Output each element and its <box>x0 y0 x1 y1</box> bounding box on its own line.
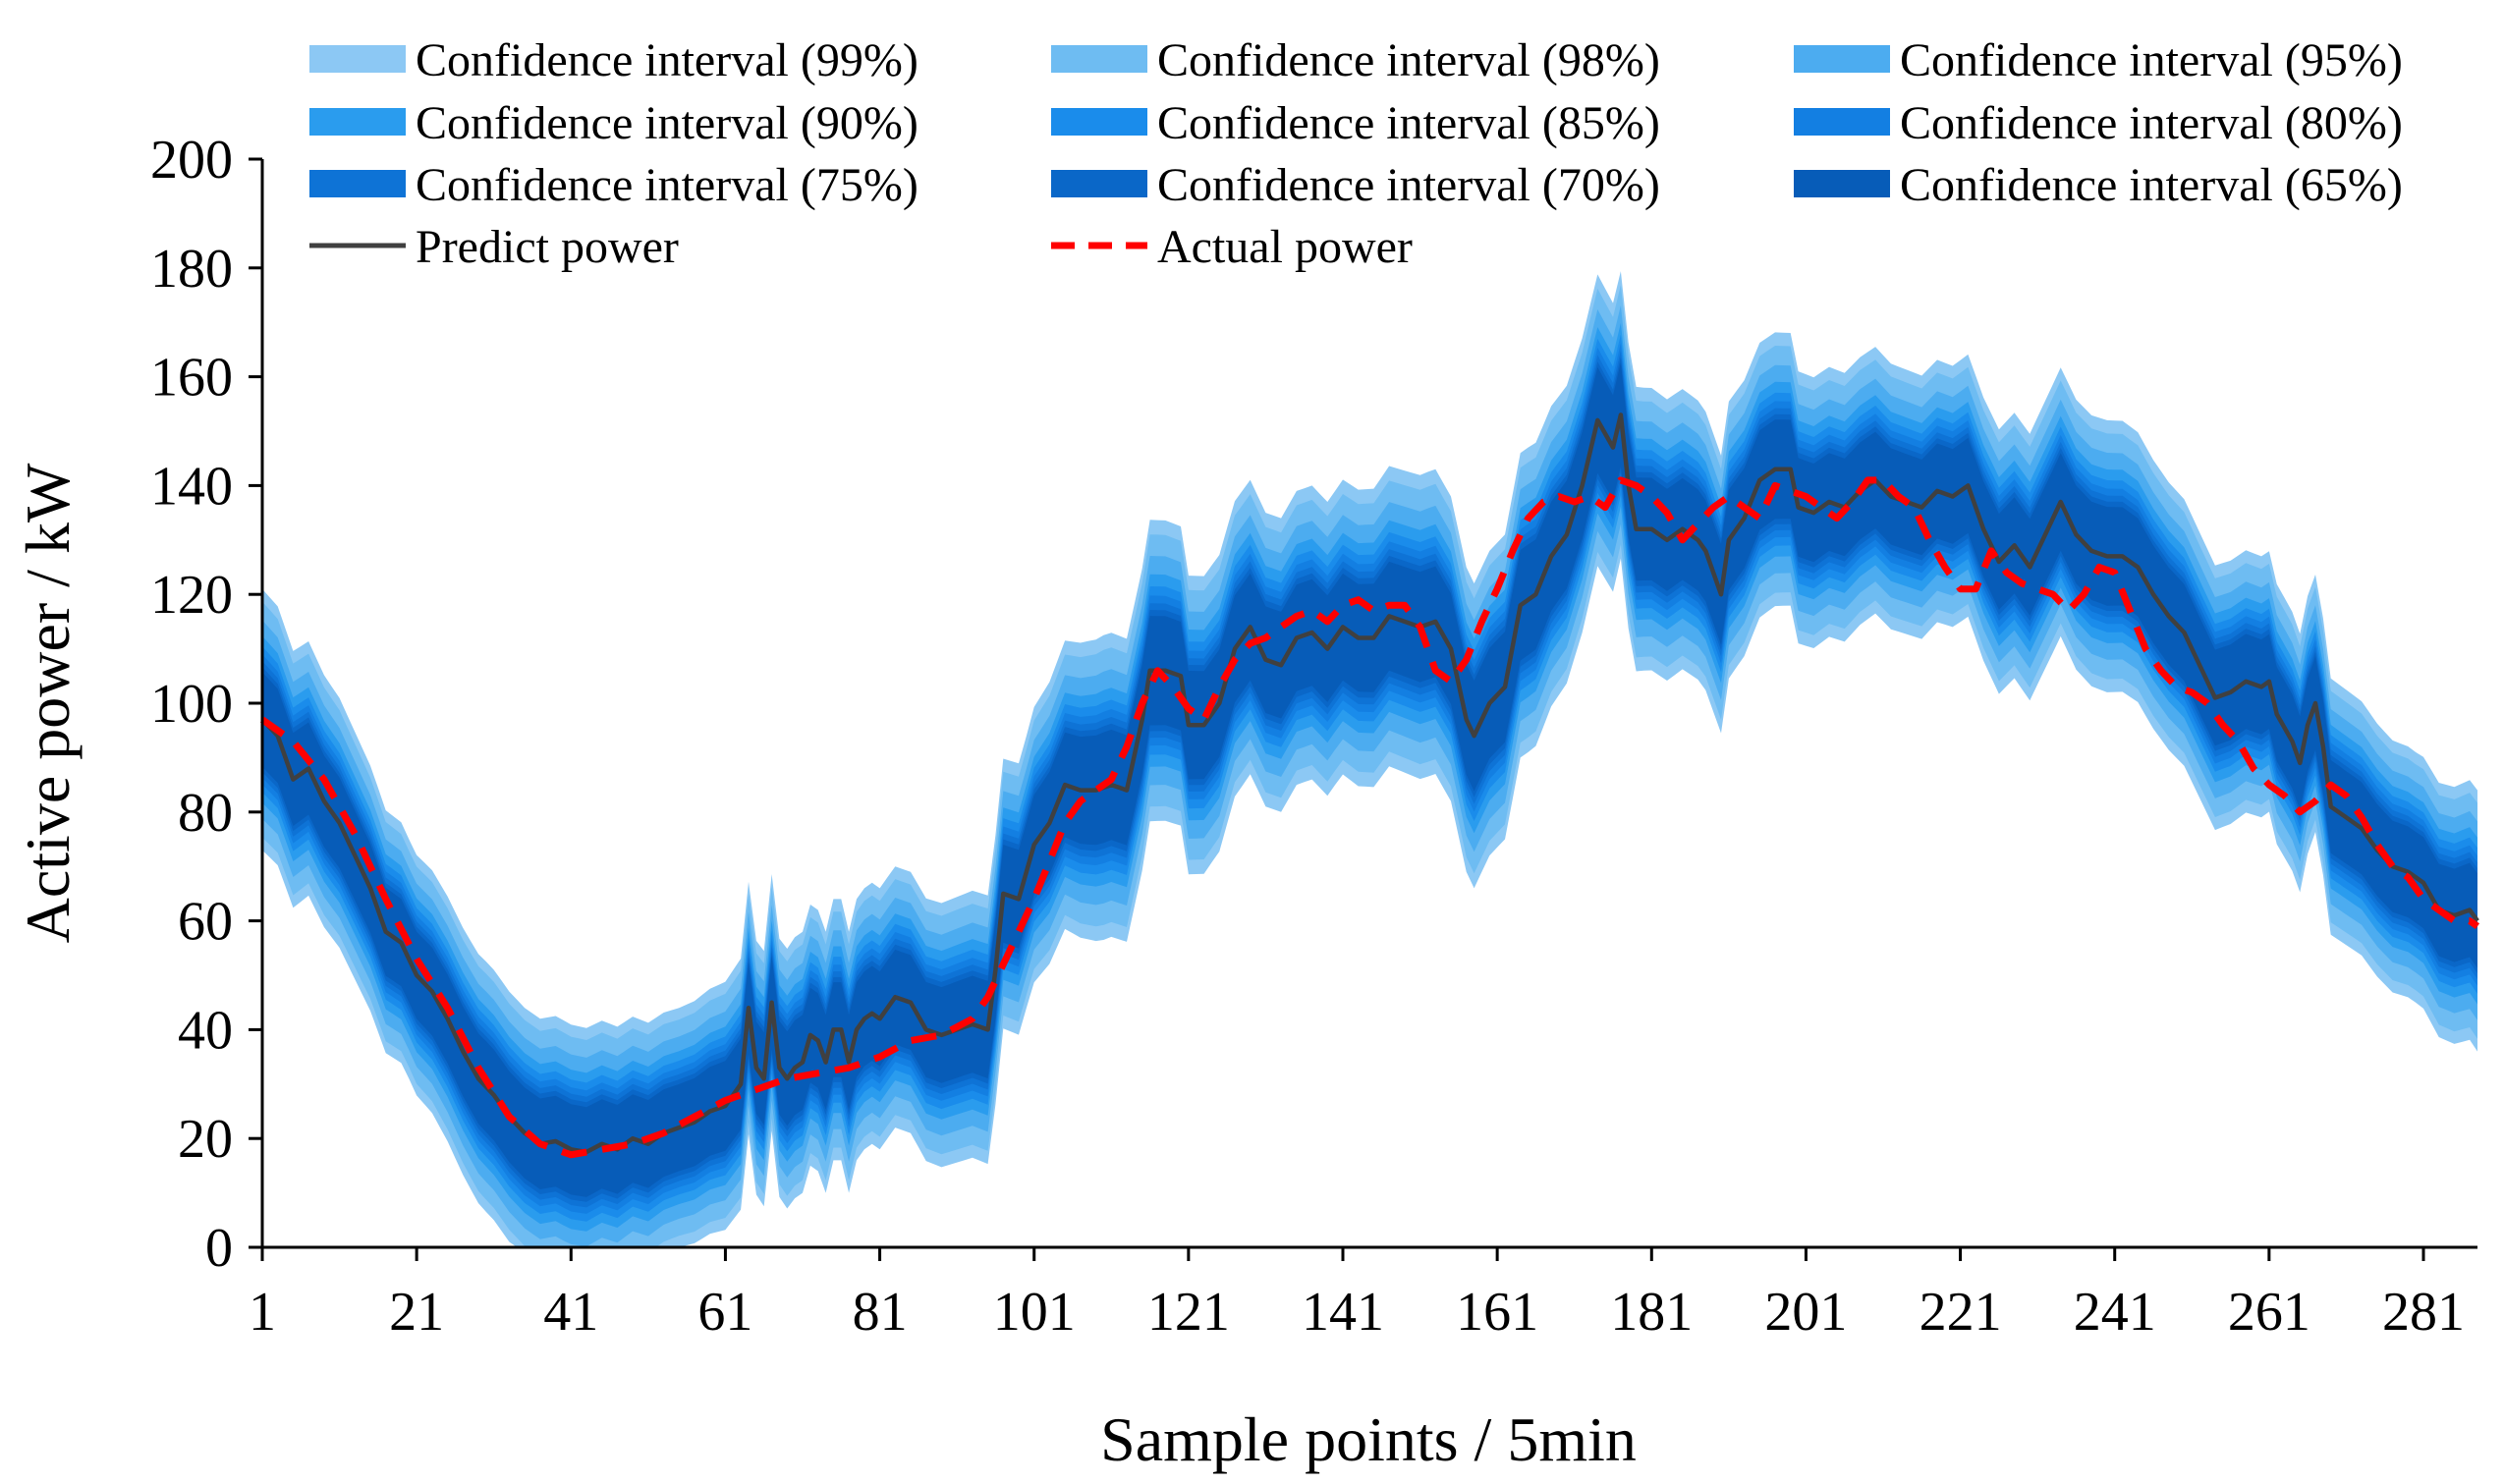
legend-label: Confidence interval (98%) <box>1157 34 1660 86</box>
actual-power-line <box>259 476 2479 1159</box>
x-tick-label: 161 <box>1456 1282 1538 1343</box>
y-tick-label: 0 <box>205 1218 233 1279</box>
confidence-band-65 <box>262 362 2477 1197</box>
x-tick-label: 241 <box>2074 1282 2156 1343</box>
legend-label: Confidence interval (95%) <box>1900 34 2403 86</box>
y-axis-title: Active power / kW <box>13 463 83 943</box>
legend-label: Confidence interval (70%) <box>1157 159 1660 211</box>
legend-swatch <box>1051 170 1147 197</box>
x-tick-label: 261 <box>2228 1282 2310 1343</box>
legend-swatch <box>309 108 406 136</box>
y-tick-label: 80 <box>178 783 233 844</box>
x-tick-label: 61 <box>697 1282 752 1343</box>
y-tick-label: 200 <box>150 130 233 191</box>
legend-item: Confidence interval (98%) <box>1051 34 1660 86</box>
legend-item: Confidence interval (70%) <box>1051 159 1660 211</box>
legend-item: Confidence interval (65%) <box>1794 159 2403 211</box>
legend-label: Confidence interval (75%) <box>416 159 918 211</box>
legend-item: Confidence interval (99%) <box>309 34 918 86</box>
legend-item: Confidence interval (80%) <box>1794 97 2403 149</box>
x-tick-label: 221 <box>1920 1282 2002 1343</box>
legend-item: Confidence interval (85%) <box>1051 97 1660 149</box>
x-tick-label: 121 <box>1147 1282 1230 1343</box>
legend-item: Predict power <box>309 221 679 273</box>
x-tick-label: 81 <box>853 1282 908 1343</box>
y-tick-label: 180 <box>150 239 233 300</box>
x-tick-label: 141 <box>1302 1282 1384 1343</box>
y-tick-label: 100 <box>150 674 233 735</box>
legend-swatch <box>1794 108 1890 136</box>
legend-label: Confidence interval (65%) <box>1900 159 2403 211</box>
legend-swatch <box>1051 108 1147 136</box>
legend-swatch <box>1794 45 1890 73</box>
legend-item: Confidence interval (95%) <box>1794 34 2403 86</box>
legend-label: Confidence interval (85%) <box>1157 97 1660 149</box>
legend-label: Confidence interval (99%) <box>416 34 918 86</box>
y-tick-label: 140 <box>150 456 233 517</box>
legend-label: Actual power <box>1157 221 1413 273</box>
y-tick-label: 160 <box>150 348 233 409</box>
y-tick-label: 20 <box>178 1109 233 1170</box>
legend-item: Confidence interval (75%) <box>309 159 918 211</box>
legend-label: Confidence interval (80%) <box>1900 97 2403 149</box>
y-tick-label: 120 <box>150 565 233 626</box>
series-lines <box>259 412 2479 1159</box>
legend: Confidence interval (99%) Confidence inte… <box>309 34 2403 273</box>
x-tick-label: 281 <box>2382 1282 2465 1343</box>
legend-item: Actual power <box>1051 221 1413 273</box>
x-tick-label: 1 <box>249 1282 276 1343</box>
legend-label: Confidence interval (90%) <box>416 97 918 149</box>
y-axis-ticks: 0 20 40 60 80 100 120 140 160 180 200 <box>150 130 262 1279</box>
legend-label: Predict power <box>416 221 679 273</box>
legend-swatch <box>309 45 406 73</box>
x-tick-label: 41 <box>543 1282 598 1343</box>
legend-swatch <box>1051 45 1147 73</box>
x-tick-label: 101 <box>993 1282 1076 1343</box>
x-axis-ticks: 1 21 41 61 81 101 121 141 161 181 201 221 241 261 281 <box>249 1247 2465 1343</box>
legend-swatch <box>309 170 406 197</box>
y-tick-label: 40 <box>178 1000 233 1061</box>
legend-swatch <box>1794 170 1890 197</box>
y-tick-label: 60 <box>178 892 233 953</box>
x-tick-label: 201 <box>1764 1282 1847 1343</box>
x-tick-label: 181 <box>1610 1282 1693 1343</box>
legend-item: Confidence interval (90%) <box>309 97 918 149</box>
x-tick-label: 21 <box>389 1282 444 1343</box>
confidence-band-70 <box>262 357 2477 1202</box>
x-axis-title: Sample points / 5min <box>1100 1404 1637 1474</box>
